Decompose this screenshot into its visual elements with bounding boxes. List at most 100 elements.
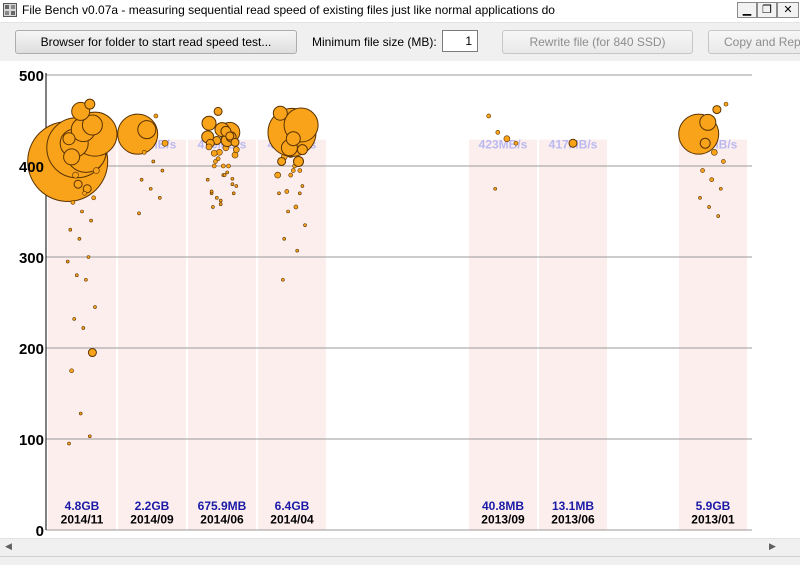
file-bubble (274, 171, 282, 179)
total-size-label: 2.2GB (135, 499, 170, 513)
scroll-right-button[interactable]: ▶ (764, 539, 781, 556)
file-bubble (211, 163, 217, 169)
grid-lines (45, 73, 752, 531)
file-bubble (153, 113, 159, 119)
min-file-size-input[interactable] (442, 30, 478, 52)
date-band (48, 139, 116, 531)
file-bubble (284, 189, 290, 194)
file-bubble (699, 137, 711, 149)
file-bubble (141, 150, 147, 155)
total-size-label: 13.1MB (552, 499, 594, 513)
date-band (118, 139, 186, 531)
file-bubble (218, 202, 223, 207)
file-bubble (296, 144, 308, 156)
maximize-button[interactable]: ❐ (757, 2, 777, 18)
y-tick-label: 400 (19, 159, 44, 176)
file-bubble (91, 195, 96, 201)
file-bubbles (27, 98, 729, 446)
file-bubble (295, 248, 300, 253)
file-bubble (282, 237, 287, 241)
file-bubble (698, 196, 702, 200)
date-band (469, 139, 537, 531)
file-bubble (137, 120, 157, 140)
file-bubble (230, 137, 240, 147)
file-bubble (230, 182, 235, 186)
browse-folder-button[interactable]: Browser for folder to start read speed t… (15, 30, 297, 54)
avg-speed-label: 423MB/s (479, 138, 528, 152)
date-label: 2013/06 (551, 513, 595, 527)
file-bubble (209, 189, 214, 194)
total-size-label: 40.8MB (482, 499, 524, 513)
file-bubble (513, 140, 519, 146)
file-bubble (69, 368, 74, 374)
file-bubble (213, 106, 223, 116)
scroll-left-button[interactable]: ◀ (0, 539, 17, 556)
file-bubble (213, 159, 218, 164)
file-bubble (88, 434, 92, 439)
file-bubble (80, 209, 84, 214)
date-label: 2014/11 (61, 513, 104, 527)
file-bubble (137, 211, 141, 216)
title-bar: File Bench v0.07a - measuring sequential… (0, 0, 800, 23)
file-bubble (297, 168, 303, 173)
file-bubble (225, 170, 229, 175)
file-bubble (86, 255, 91, 259)
file-bubble (82, 191, 87, 196)
y-tick-label: 100 (19, 432, 44, 449)
file-bubble (75, 273, 79, 277)
total-size-label: 4.8GB (65, 499, 100, 513)
file-bubble (718, 186, 723, 191)
file-bubble (281, 277, 285, 282)
file-bubble (93, 305, 97, 309)
file-bubble (89, 218, 93, 223)
file-bubble (211, 205, 215, 209)
close-button[interactable]: ✕ (777, 2, 799, 18)
file-bubble (272, 105, 288, 121)
file-bubble (148, 186, 153, 191)
file-bubble (495, 130, 501, 135)
file-bubble (486, 113, 492, 119)
arrow-left-icon: ◀ (5, 542, 12, 552)
file-bubble (210, 149, 218, 157)
file-bubble (503, 135, 511, 142)
file-bubble (158, 196, 162, 200)
file-bubble (93, 167, 100, 174)
file-bubble (65, 259, 70, 264)
file-bubble (712, 105, 722, 115)
minimize-button[interactable]: ▁ (737, 2, 757, 18)
file-bubble (215, 156, 221, 162)
file-bubble (277, 156, 287, 166)
horizontal-scrollbar[interactable]: ◀ ▶ (0, 538, 800, 556)
file-bubble (82, 184, 92, 194)
close-icon: ✕ (783, 3, 793, 16)
date-band (188, 139, 256, 531)
file-bubble (710, 149, 718, 156)
file-bubble (205, 143, 213, 151)
file-bubble (225, 131, 235, 141)
file-bubble (286, 209, 290, 214)
file-bubble (81, 114, 103, 136)
file-bubble (226, 163, 231, 169)
status-bar (0, 556, 800, 565)
file-bubble (707, 205, 711, 209)
file-bubble (62, 132, 76, 146)
file-bubble (721, 159, 726, 164)
copy-and-replace-button[interactable]: Copy and Repl (708, 30, 800, 54)
file-bubble (290, 168, 296, 173)
min-file-size-label: Minimum file size (MB): (312, 35, 437, 49)
y-tick-label: 200 (19, 341, 44, 358)
file-bubble (493, 186, 498, 191)
file-bubble (73, 179, 83, 189)
file-bubble (233, 146, 240, 153)
arrow-right-icon: ▶ (769, 542, 776, 552)
total-size-label: 5.9GB (696, 499, 731, 513)
rewrite-file-button[interactable]: Rewrite file (for 840 SSD) (502, 30, 693, 54)
y-axis-ticks: 0 100 200 300 400 500 (19, 68, 44, 537)
file-bubble (293, 204, 299, 210)
file-bubble (293, 155, 304, 167)
y-tick-label: 500 (19, 68, 44, 85)
file-bubble (716, 214, 721, 218)
date-band (679, 139, 747, 531)
file-bubble (288, 172, 294, 178)
